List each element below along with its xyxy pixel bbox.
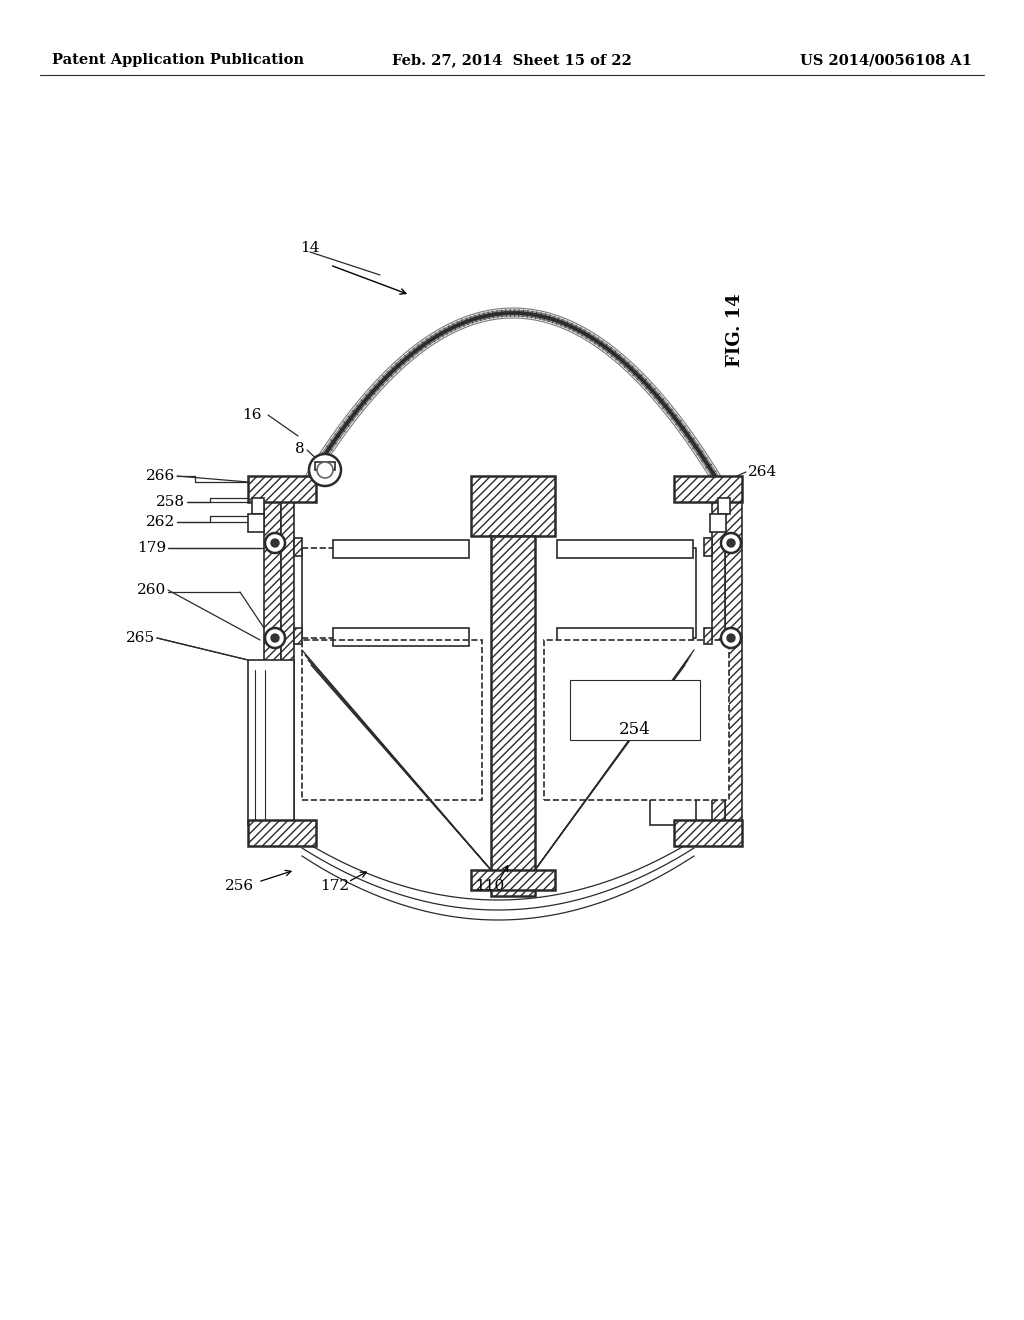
- Bar: [248, 820, 316, 846]
- Text: 262: 262: [145, 515, 175, 529]
- Bar: [294, 539, 302, 556]
- Bar: [315, 462, 335, 470]
- Bar: [674, 820, 742, 846]
- Bar: [294, 628, 302, 644]
- Circle shape: [309, 454, 341, 486]
- Text: 266: 266: [145, 469, 175, 483]
- Text: 14: 14: [300, 242, 319, 255]
- Bar: [490, 536, 535, 896]
- Bar: [705, 628, 712, 644]
- Text: 258: 258: [156, 495, 185, 510]
- Bar: [248, 660, 294, 825]
- Bar: [725, 488, 742, 843]
- Bar: [333, 540, 469, 558]
- Bar: [544, 640, 729, 800]
- Circle shape: [265, 533, 285, 553]
- Bar: [281, 500, 294, 840]
- Text: 264: 264: [748, 465, 777, 479]
- Circle shape: [721, 533, 741, 553]
- Text: 254: 254: [620, 722, 651, 738]
- Text: FIG. 14: FIG. 14: [726, 293, 744, 367]
- Bar: [705, 539, 712, 556]
- Circle shape: [727, 539, 735, 546]
- Bar: [674, 477, 742, 502]
- Text: 172: 172: [321, 879, 349, 894]
- Circle shape: [271, 634, 279, 642]
- Circle shape: [317, 462, 333, 478]
- Circle shape: [721, 628, 741, 648]
- Bar: [471, 477, 555, 536]
- Text: 8: 8: [295, 442, 305, 455]
- Circle shape: [271, 539, 279, 546]
- Circle shape: [727, 634, 735, 642]
- Text: 179: 179: [137, 541, 166, 554]
- Bar: [252, 498, 264, 513]
- Circle shape: [265, 628, 285, 648]
- Bar: [333, 628, 469, 645]
- Text: 265: 265: [126, 631, 155, 645]
- Text: 260: 260: [137, 583, 166, 597]
- Text: 256: 256: [225, 879, 255, 894]
- Bar: [248, 477, 316, 502]
- Text: 16: 16: [243, 408, 262, 422]
- Bar: [650, 660, 696, 825]
- Bar: [471, 870, 555, 890]
- Bar: [710, 513, 726, 532]
- Bar: [557, 628, 693, 645]
- Bar: [570, 680, 700, 741]
- Bar: [248, 513, 264, 532]
- Text: Feb. 27, 2014  Sheet 15 of 22: Feb. 27, 2014 Sheet 15 of 22: [392, 53, 632, 67]
- Text: 110: 110: [475, 879, 505, 894]
- Bar: [557, 540, 693, 558]
- Bar: [718, 498, 730, 513]
- Bar: [712, 500, 725, 840]
- Bar: [302, 640, 482, 800]
- Text: Patent Application Publication: Patent Application Publication: [52, 53, 304, 67]
- Text: US 2014/0056108 A1: US 2014/0056108 A1: [800, 53, 972, 67]
- Bar: [264, 488, 281, 843]
